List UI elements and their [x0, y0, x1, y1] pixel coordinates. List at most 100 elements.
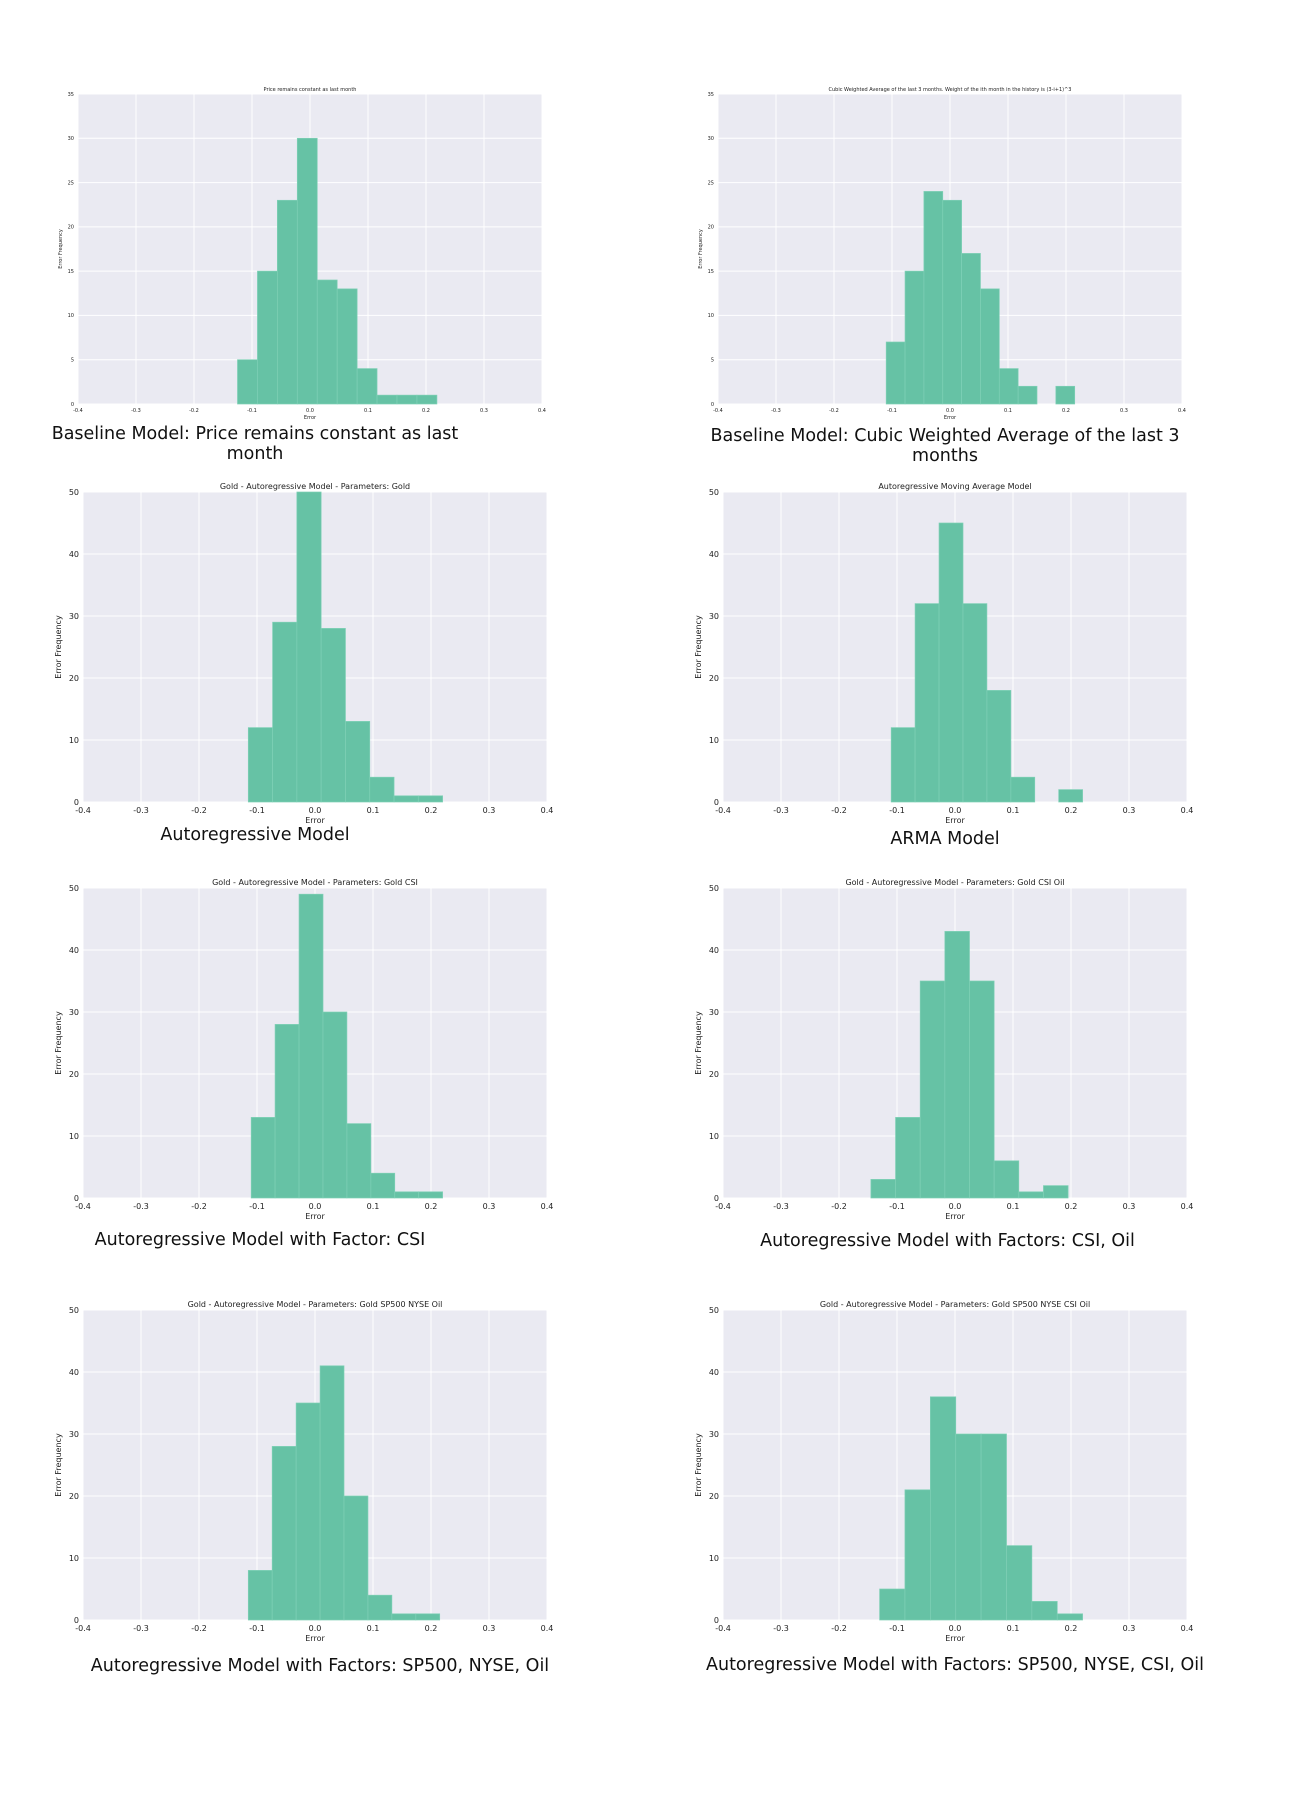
histogram-bar: [298, 893, 324, 1199]
histogram-bar: [247, 1570, 273, 1621]
y-tick-label: 5: [711, 357, 714, 363]
chart-panel-8: -0.4 -0.3 -0.2 -0.1 0.0 0.1 0.2 0.3 0.4 0 10 20 30 40…: [690, 1298, 1300, 1675]
histogram-bar: [1018, 1191, 1044, 1199]
chart-caption-6: Autoregressive Model with Factors: CSI, …: [760, 1231, 1135, 1251]
histogram-bar: [367, 1594, 393, 1621]
histogram-bar: [396, 394, 418, 405]
x-tick-label: -0.4: [75, 1202, 91, 1211]
y-tick-label: 5: [71, 357, 74, 363]
y-tick-label: 10: [709, 736, 719, 745]
x-tick-label: 0.2: [425, 1624, 438, 1633]
y-tick-label: 0: [74, 1616, 79, 1625]
y-tick-label: 35: [68, 92, 74, 98]
x-axis-label: Error: [305, 1634, 325, 1643]
histogram-bar: [415, 1613, 441, 1621]
y-tick-label: 30: [709, 1430, 719, 1439]
y-axis-label: Error Frequency: [54, 1433, 63, 1497]
histogram-bar: [322, 1011, 348, 1199]
chart-caption-3: Autoregressive Model: [160, 825, 350, 845]
histogram-bar: [274, 1024, 300, 1199]
y-tick-label: 50: [709, 488, 719, 497]
histogram-bar: [904, 1489, 931, 1621]
histogram-bar: [1058, 789, 1083, 803]
x-tick-label: 0.2: [1065, 806, 1078, 815]
x-tick-label: 0.0: [949, 1202, 962, 1211]
y-tick-label: 10: [69, 1132, 79, 1141]
y-tick-label: 35: [708, 92, 714, 98]
x-tick-label: 0.3: [1120, 408, 1128, 414]
chart-title: Gold - Autoregressive Model - Parameters…: [188, 1300, 443, 1309]
x-axis-label: Error: [944, 415, 957, 421]
x-tick-label: -0.4: [73, 408, 83, 414]
y-tick-label: 30: [708, 136, 714, 142]
histogram-bar: [998, 368, 1019, 405]
histogram-bar: [356, 368, 378, 405]
x-tick-label: -0.2: [191, 806, 207, 815]
histogram-bar: [980, 1433, 1007, 1621]
histogram-bar: [1006, 1545, 1033, 1621]
y-axis-label: Error Frequency: [54, 615, 63, 679]
chart-panel-4: -0.4 -0.3 -0.2 -0.1 0.0 0.1 0.2 0.3 0.4 0 10 20 30 40…: [690, 480, 1300, 849]
chart-panel-7: -0.4 -0.3 -0.2 -0.1 0.0 0.1 0.2 0.3 0.4 0 10 20 30 40…: [50, 1298, 670, 1676]
x-tick-label: 0.0: [946, 408, 954, 414]
histogram-bar: [295, 1402, 321, 1621]
chart-panel-5: -0.4 -0.3 -0.2 -0.1 0.0 0.1 0.2 0.3 0.4 0 10 20 30 40…: [50, 876, 670, 1250]
x-tick-label: -0.1: [249, 806, 265, 815]
x-tick-label: 0.4: [1181, 1624, 1194, 1633]
y-tick-label: 0: [71, 402, 74, 408]
histogram-chart-4: -0.4 -0.3 -0.2 -0.1 0.0 0.1 0.2 0.3 0.4 0 10 20 30 40…: [694, 482, 1193, 825]
histogram-bar: [336, 288, 358, 405]
y-tick-label: 30: [709, 1008, 719, 1017]
histogram-chart-7: -0.4 -0.3 -0.2 -0.1 0.0 0.1 0.2 0.3 0.4 0 10 20 30 40…: [54, 1300, 554, 1643]
histogram-bar: [394, 1191, 420, 1199]
histogram-bar: [1043, 1185, 1069, 1199]
histogram-bar: [370, 1172, 396, 1199]
x-tick-label: 0.4: [541, 1624, 554, 1633]
histogram-bar: [938, 522, 964, 803]
y-tick-label: 40: [709, 1368, 719, 1377]
histogram-bar: [417, 795, 443, 803]
x-tick-label: -0.4: [713, 408, 723, 414]
histogram-bar: [930, 1396, 957, 1621]
histogram-bar: [890, 727, 916, 803]
x-tick-label: 0.2: [422, 408, 430, 414]
y-tick-label: 30: [709, 612, 719, 621]
y-axis-label: Error Frequency: [694, 1011, 703, 1075]
x-axis-label: Error: [305, 1212, 325, 1221]
y-tick-label: 50: [69, 884, 79, 893]
x-tick-label: 0.3: [483, 1202, 496, 1211]
x-tick-label: 0.1: [367, 1202, 380, 1211]
histogram-bar: [919, 980, 946, 1199]
y-tick-label: 25: [68, 180, 74, 186]
y-tick-label: 10: [709, 1132, 719, 1141]
histogram-bar: [879, 1588, 906, 1621]
histogram-bar: [296, 137, 318, 405]
chart-title: Gold - Autoregressive Model - Parameters…: [845, 878, 1064, 887]
chart-caption-7: Autoregressive Model with Factors: SP500…: [90, 1656, 550, 1676]
x-tick-label: 0.0: [306, 408, 314, 414]
chart-caption-4: ARMA Model: [890, 829, 1000, 849]
y-axis-label: Error Frequency: [698, 229, 704, 269]
x-tick-label: 0.4: [1181, 1202, 1194, 1211]
histogram-bar: [914, 603, 940, 803]
x-tick-label: -0.1: [889, 806, 905, 815]
y-tick-label: 40: [69, 550, 79, 559]
y-tick-label: 15: [68, 269, 74, 275]
y-tick-label: 0: [74, 1194, 79, 1203]
y-axis-label: Error Frequency: [58, 229, 64, 269]
chart-panel-2: -0.4 -0.3 -0.2 -0.1 0.0 0.1 0.2 0.3 0.4 0 5 10 15 20 2…: [690, 80, 1300, 466]
histogram-bar: [955, 1433, 982, 1621]
y-tick-label: 0: [714, 798, 719, 807]
chart-caption-2: Baseline Model: Cubic Weighted Average o…: [710, 426, 1180, 466]
x-tick-label: 0.3: [1123, 1202, 1136, 1211]
chart-caption-5: Autoregressive Model with Factor: CSI: [94, 1230, 426, 1250]
y-tick-label: 30: [69, 612, 79, 621]
x-tick-label: 0.3: [480, 408, 488, 414]
x-tick-label: -0.3: [773, 1624, 789, 1633]
x-tick-label: 0.1: [1007, 806, 1020, 815]
x-axis-label: Error: [304, 415, 317, 421]
histogram-bar: [944, 931, 970, 1199]
x-tick-label: -0.1: [249, 1202, 265, 1211]
x-tick-label: 0.1: [1007, 1202, 1020, 1211]
histogram-bar: [345, 721, 371, 803]
